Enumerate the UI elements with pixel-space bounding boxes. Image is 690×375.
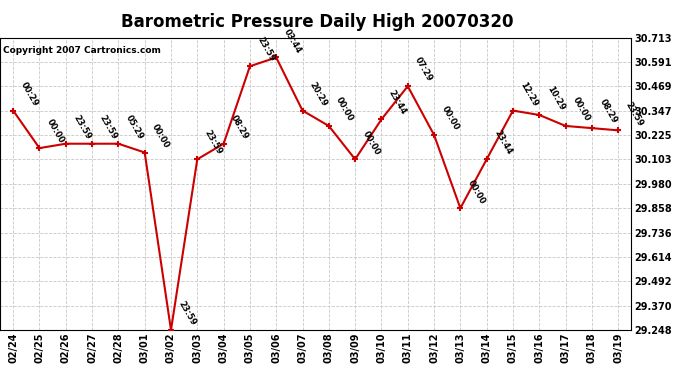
Text: 00:00: 00:00 bbox=[571, 96, 592, 123]
Text: 00:00: 00:00 bbox=[466, 178, 487, 206]
Text: 05:29: 05:29 bbox=[124, 113, 145, 141]
Text: 08:29: 08:29 bbox=[229, 114, 250, 141]
Text: 08:29: 08:29 bbox=[598, 98, 618, 125]
Text: 23:59: 23:59 bbox=[624, 100, 645, 128]
Text: 23:44: 23:44 bbox=[387, 89, 408, 117]
Text: 23:59: 23:59 bbox=[71, 113, 92, 141]
Text: 00:00: 00:00 bbox=[150, 122, 171, 150]
Text: 00:00: 00:00 bbox=[335, 96, 355, 123]
Text: 07:29: 07:29 bbox=[413, 56, 434, 84]
Text: 23:59: 23:59 bbox=[255, 36, 277, 63]
Text: 23:44: 23:44 bbox=[492, 129, 513, 156]
Text: Copyright 2007 Cartronics.com: Copyright 2007 Cartronics.com bbox=[3, 46, 161, 55]
Text: 23:59: 23:59 bbox=[177, 300, 197, 327]
Text: Barometric Pressure Daily High 20070320: Barometric Pressure Daily High 20070320 bbox=[121, 13, 513, 31]
Text: 00:00: 00:00 bbox=[361, 129, 382, 156]
Text: 23:59: 23:59 bbox=[203, 129, 224, 156]
Text: 00:00: 00:00 bbox=[440, 105, 461, 132]
Text: 03:44: 03:44 bbox=[282, 27, 303, 55]
Text: 23:59: 23:59 bbox=[97, 113, 119, 141]
Text: 10:29: 10:29 bbox=[545, 85, 566, 112]
Text: 00:29: 00:29 bbox=[19, 80, 40, 108]
Text: 00:00: 00:00 bbox=[45, 118, 66, 146]
Text: 12:29: 12:29 bbox=[518, 80, 540, 108]
Text: 20:29: 20:29 bbox=[308, 80, 329, 108]
